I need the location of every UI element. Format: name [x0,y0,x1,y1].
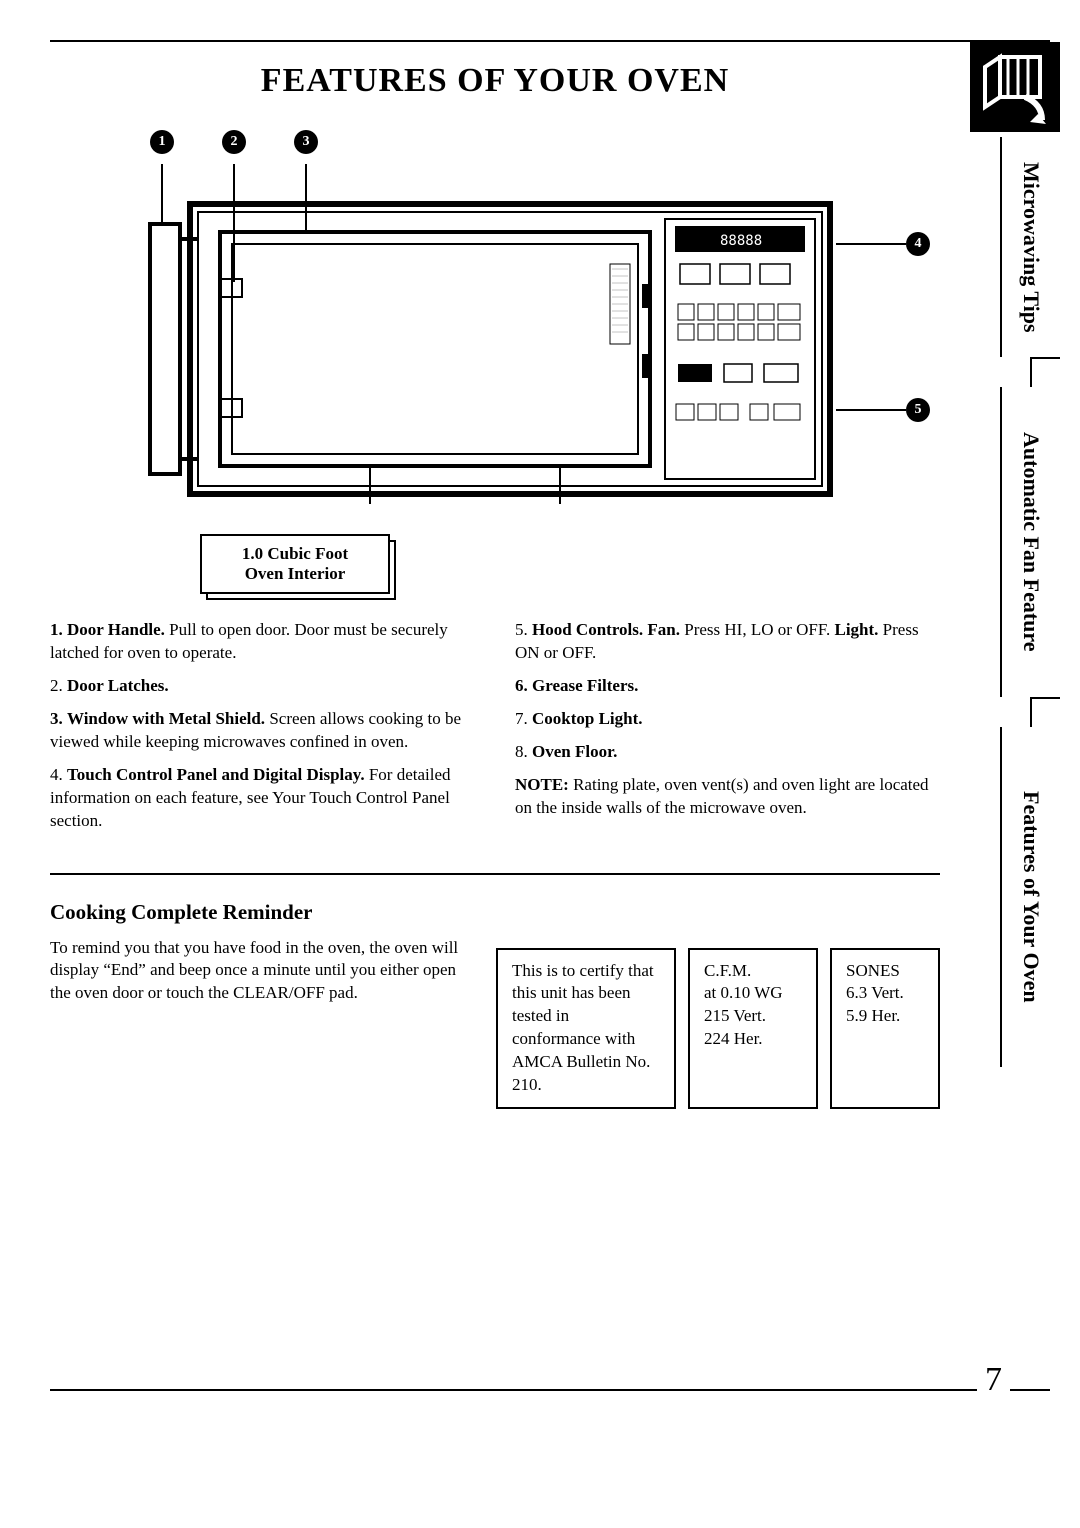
side-tabs: Microwaving Tips Automatic Fan Feature F… [1000,137,1060,1389]
callout-5: 5 [906,398,930,422]
page-number: 7 [977,1361,1010,1399]
callout-2: 2 [222,130,246,154]
cert-box-3: SONES 6.3 Vert. 5.9 Her. [830,948,940,1110]
reminder-text-block: Cooking Complete Reminder To remind you … [50,900,466,1110]
callout-1: 1 [150,130,174,154]
oven-illustration: 88888 [120,164,870,514]
feature-2: 2. Door Latches. [50,675,475,698]
feature-3: 3. Window with Metal Shield. Screen allo… [50,708,475,754]
reminder-section: Cooking Complete Reminder To remind you … [50,900,940,1110]
interior-line2: Oven Interior [216,564,374,584]
tab-automatic-fan: Automatic Fan Feature [1000,387,1060,697]
callout-4-wrap: 4 [836,232,930,256]
certification-table: This is to certify that this unit has be… [496,948,940,1110]
oven-diagram: 1 2 3 [120,130,870,514]
display-text: 88888 [720,233,762,249]
feature-col-left: 1. Door Handle. Pull to open door. Door … [50,619,475,843]
callout-3: 3 [294,130,318,154]
feature-4: 4. Touch Control Panel and Digital Displ… [50,764,475,833]
section-divider [50,873,940,875]
page-title: FEATURES OF YOUR OVEN [50,62,940,100]
tab-microwaving-tips: Microwaving Tips [1000,137,1060,357]
feature-5: 5. Hood Controls. Fan. Press HI, LO or O… [515,619,940,665]
top-callouts: 1 2 3 [150,130,870,154]
reminder-body: To remind you that you have food in the … [50,937,466,1006]
feature-col-right: 5. Hood Controls. Fan. Press HI, LO or O… [515,619,940,843]
interior-label-box: 1.0 Cubic Foot Oven Interior [200,534,390,594]
interior-line1: 1.0 Cubic Foot [216,544,374,564]
page: Microwaving Tips Automatic Fan Feature F… [50,40,1050,1391]
callout-line [836,243,906,245]
cert-box-2: C.F.M. at 0.10 WG 215 Vert. 224 Her. [688,948,818,1110]
callout-line [836,409,906,411]
feature-1: 1. Door Handle. Pull to open door. Door … [50,619,475,665]
callout-4: 4 [906,232,930,256]
feature-8: 8. Oven Floor. [515,741,940,764]
tab-divider [1030,697,1060,727]
microwave-corner-icon [970,42,1060,132]
tab-features-oven: Features of Your Oven [1000,727,1060,1067]
tab-divider [1030,357,1060,387]
feature-6: 6. Grease Filters. [515,675,940,698]
callout-5-wrap: 5 [836,398,930,422]
feature-note: NOTE: Rating plate, oven vent(s) and ove… [515,774,940,820]
feature-7: 7. Cooktop Light. [515,708,940,731]
cert-box-1: This is to certify that this unit has be… [496,948,676,1110]
feature-columns: 1. Door Handle. Pull to open door. Door … [50,619,940,843]
reminder-title: Cooking Complete Reminder [50,900,466,925]
